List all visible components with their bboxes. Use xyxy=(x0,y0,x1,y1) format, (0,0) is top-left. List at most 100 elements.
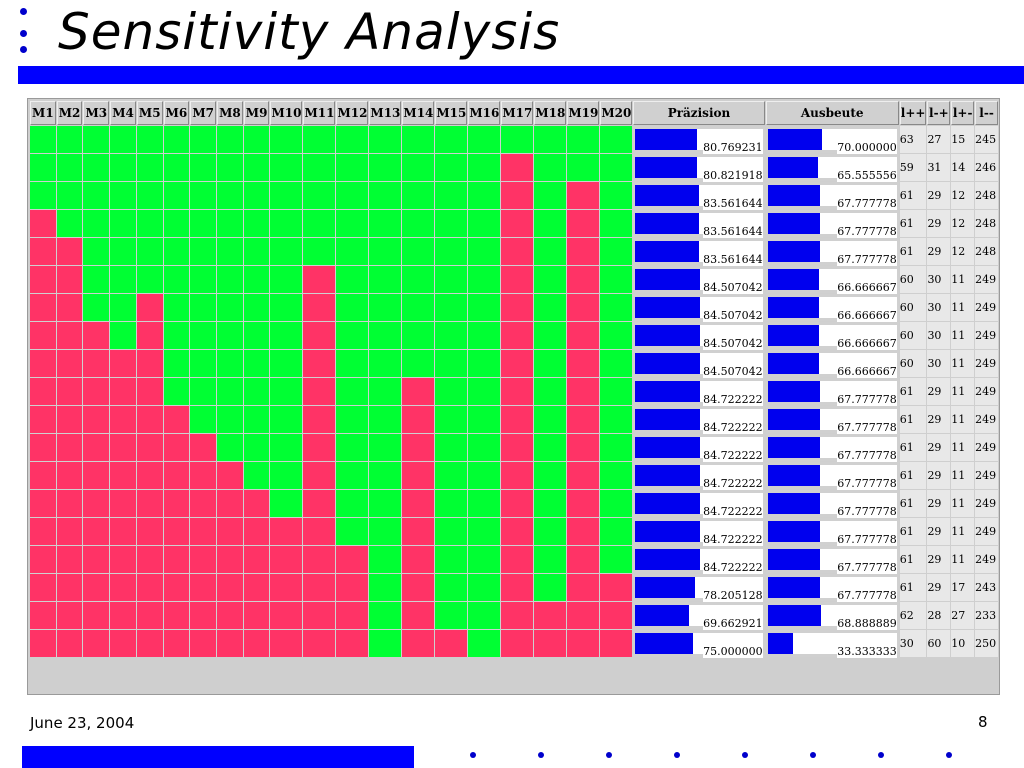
count-cell: 60 xyxy=(899,322,927,349)
model-cell-excluded xyxy=(217,574,243,601)
precision-bar xyxy=(635,465,701,486)
count-cell: 12 xyxy=(951,238,975,265)
model-cell-included xyxy=(336,490,369,517)
model-cell-excluded xyxy=(83,406,110,433)
model-cell-included xyxy=(435,126,468,153)
model-cell-included xyxy=(110,126,136,153)
column-header-precision: Präzision xyxy=(633,101,765,125)
model-cell-included xyxy=(567,126,600,153)
model-cell-excluded xyxy=(30,238,56,265)
model-cell-included xyxy=(435,490,468,517)
model-cell-included xyxy=(163,266,190,293)
model-cell-included xyxy=(435,350,468,377)
model-cell-excluded xyxy=(83,434,110,461)
recall-bar xyxy=(767,605,821,626)
model-cell-included xyxy=(243,434,270,461)
model-cell-excluded xyxy=(501,602,534,629)
model-cell-excluded xyxy=(270,546,303,573)
model-cell-excluded xyxy=(136,630,163,657)
model-cell-excluded xyxy=(56,630,83,657)
model-cell-excluded xyxy=(110,350,136,377)
footer-date: June 23, 2004 xyxy=(30,714,135,732)
recall-bar xyxy=(767,549,821,570)
table-row: 83.561644 67.777778 61 29 12 248 xyxy=(30,238,998,266)
model-cell-included xyxy=(468,378,501,405)
model-cell-included xyxy=(190,294,217,321)
model-cell-excluded xyxy=(56,490,83,517)
column-header-count: l+- xyxy=(951,101,975,125)
precision-value: 69.662921 xyxy=(703,617,763,630)
count-cell: 61 xyxy=(899,574,927,601)
column-header-model: M1 xyxy=(30,101,56,125)
model-cell-included xyxy=(190,154,217,181)
model-cell-included xyxy=(270,266,303,293)
model-cell-excluded xyxy=(567,182,600,209)
model-cell-excluded xyxy=(243,546,270,573)
model-cell-included xyxy=(217,238,243,265)
model-cell-included xyxy=(534,182,567,209)
model-cell-excluded xyxy=(402,602,435,629)
recall-bar xyxy=(767,353,820,374)
model-cell-included xyxy=(468,462,501,489)
count-cell: 60 xyxy=(927,630,951,657)
model-cell-included xyxy=(56,182,83,209)
model-cell-included xyxy=(270,238,303,265)
model-cell-excluded xyxy=(30,210,56,237)
model-cell-included xyxy=(83,182,110,209)
model-cell-excluded xyxy=(217,630,243,657)
precision-cell: 84.722222 xyxy=(633,462,765,490)
model-cell-excluded xyxy=(136,462,163,489)
column-header-model: M11 xyxy=(303,101,336,125)
model-cell-excluded xyxy=(243,574,270,601)
precision-bar xyxy=(635,269,700,290)
model-cell-excluded xyxy=(336,630,369,657)
model-cell-excluded xyxy=(110,518,136,545)
model-cell-excluded xyxy=(501,434,534,461)
model-cell-included xyxy=(303,126,336,153)
model-cell-included xyxy=(402,210,435,237)
model-cell-excluded xyxy=(501,154,534,181)
count-cell: 61 xyxy=(899,406,927,433)
model-cell-included xyxy=(369,434,402,461)
precision-cell: 84.722222 xyxy=(633,546,765,574)
model-cell-included xyxy=(163,154,190,181)
model-cell-excluded xyxy=(501,462,534,489)
model-cell-excluded xyxy=(190,630,217,657)
column-header-model: M7 xyxy=(190,101,217,125)
column-header-model: M20 xyxy=(600,101,633,125)
precision-value: 84.507042 xyxy=(703,309,763,322)
model-cell-included xyxy=(600,322,633,349)
count-cell: 11 xyxy=(951,546,975,573)
model-cell-excluded xyxy=(83,630,110,657)
model-cell-excluded xyxy=(567,350,600,377)
recall-bar xyxy=(767,409,821,430)
model-cell-included xyxy=(600,238,633,265)
count-cell: 61 xyxy=(899,546,927,573)
model-cell-included xyxy=(243,238,270,265)
model-cell-included xyxy=(600,378,633,405)
model-cell-included xyxy=(190,126,217,153)
model-cell-excluded xyxy=(190,434,217,461)
recall-cell: 67.777778 xyxy=(765,518,899,546)
model-cell-excluded xyxy=(501,350,534,377)
model-cell-included xyxy=(600,126,633,153)
recall-bar xyxy=(767,325,820,346)
model-cell-excluded xyxy=(83,546,110,573)
column-header-model: M14 xyxy=(402,101,435,125)
recall-value: 67.777778 xyxy=(837,421,897,434)
recall-bar xyxy=(767,381,821,402)
count-cell: 11 xyxy=(951,322,975,349)
recall-cell: 66.666667 xyxy=(765,294,899,322)
model-cell-excluded xyxy=(567,630,600,657)
model-cell-included xyxy=(110,294,136,321)
column-header-model: M12 xyxy=(336,101,369,125)
model-cell-excluded xyxy=(56,266,83,293)
model-cell-excluded xyxy=(534,602,567,629)
model-cell-excluded xyxy=(56,322,83,349)
model-cell-included xyxy=(369,546,402,573)
recall-cell: 66.666667 xyxy=(765,350,899,378)
model-cell-included xyxy=(336,322,369,349)
column-header-model: M17 xyxy=(501,101,534,125)
model-cell-included xyxy=(336,518,369,545)
model-cell-included xyxy=(435,238,468,265)
